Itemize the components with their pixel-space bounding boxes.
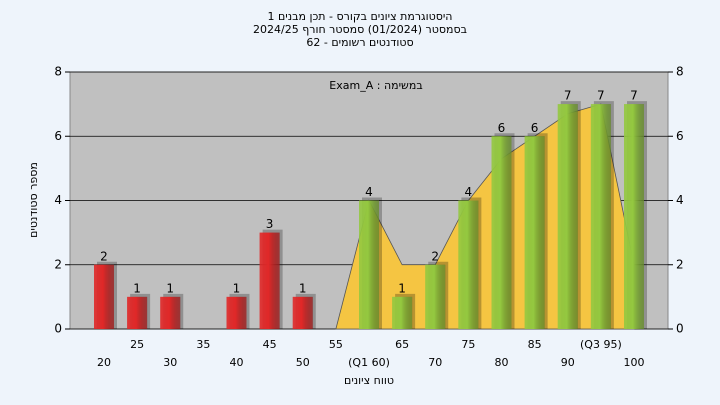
bar [127,296,148,329]
x-tick-label: 85 [528,338,542,351]
x-tick-label: 40 [230,356,244,369]
bar [557,104,578,329]
data-label: 6 [498,121,506,135]
x-tick-label: 80 [495,356,509,369]
y-axis-label: מספר סטודנטים [27,162,40,238]
data-label: 1 [133,281,141,295]
bar [458,200,479,329]
bar [624,104,644,329]
y2-tick-label: 0 [676,322,684,336]
x-tick-label: 70 [428,356,442,369]
x-tick-label: (Q1 60) [348,356,390,369]
data-label: 2 [431,249,439,263]
x-tick-label: 45 [263,338,277,351]
y-tick-label: 2 [54,257,62,271]
bar [94,264,114,329]
y2-tick-label: 2 [676,257,684,271]
data-label: 3 [266,217,274,231]
data-label: 4 [365,185,373,199]
x-tick-label: 90 [561,356,575,369]
y2-tick-label: 8 [676,65,684,79]
data-label: 7 [630,89,638,103]
x-tick-label: 75 [461,338,475,351]
x-tick-label: 100 [624,356,645,369]
bar [259,232,280,329]
bar [226,296,247,329]
y-tick-label: 6 [54,129,62,143]
bar [392,296,413,329]
x-tick-label: 25 [130,338,144,351]
x-tick-label: (Q3 95) [580,338,622,351]
data-label: 2 [100,249,108,263]
x-tick-label: 30 [163,356,177,369]
data-label: 7 [597,89,605,103]
y2-tick-label: 6 [676,129,684,143]
x-tick-label: 55 [329,338,343,351]
data-label: 1 [166,281,174,295]
data-label: 1 [398,281,406,295]
y2-tick-label: 4 [676,193,684,207]
data-label: 7 [564,89,572,103]
bar [524,136,545,329]
x-tick-label: 50 [296,356,310,369]
data-label: 1 [299,281,307,295]
bar [160,296,181,329]
x-tick-label: 35 [196,338,210,351]
bar [359,200,379,329]
annotation: Exam_A : במשימה [329,79,422,92]
x-tick-label: 20 [97,356,111,369]
chart-subtitle: בסמסטר (01/2024) סמסטר חורף 2024/25 [253,23,467,36]
data-label: 4 [465,185,473,199]
data-label: 1 [233,281,241,295]
x-axis-label: טווח ציונים [344,374,394,387]
chart-title: היסטוגרמת ציונים בקורס - תכן מבנים 1 [268,10,453,23]
bar [292,296,313,329]
y-tick-label: 8 [54,65,62,79]
data-label: 6 [531,121,539,135]
chart-subtitle: סטודנטים רשומים - 62 [306,36,413,49]
bar [491,136,512,329]
x-tick-label: 65 [395,338,409,351]
y-tick-label: 0 [54,322,62,336]
y-tick-label: 4 [54,193,62,207]
bar [425,264,446,329]
bar [590,104,611,329]
